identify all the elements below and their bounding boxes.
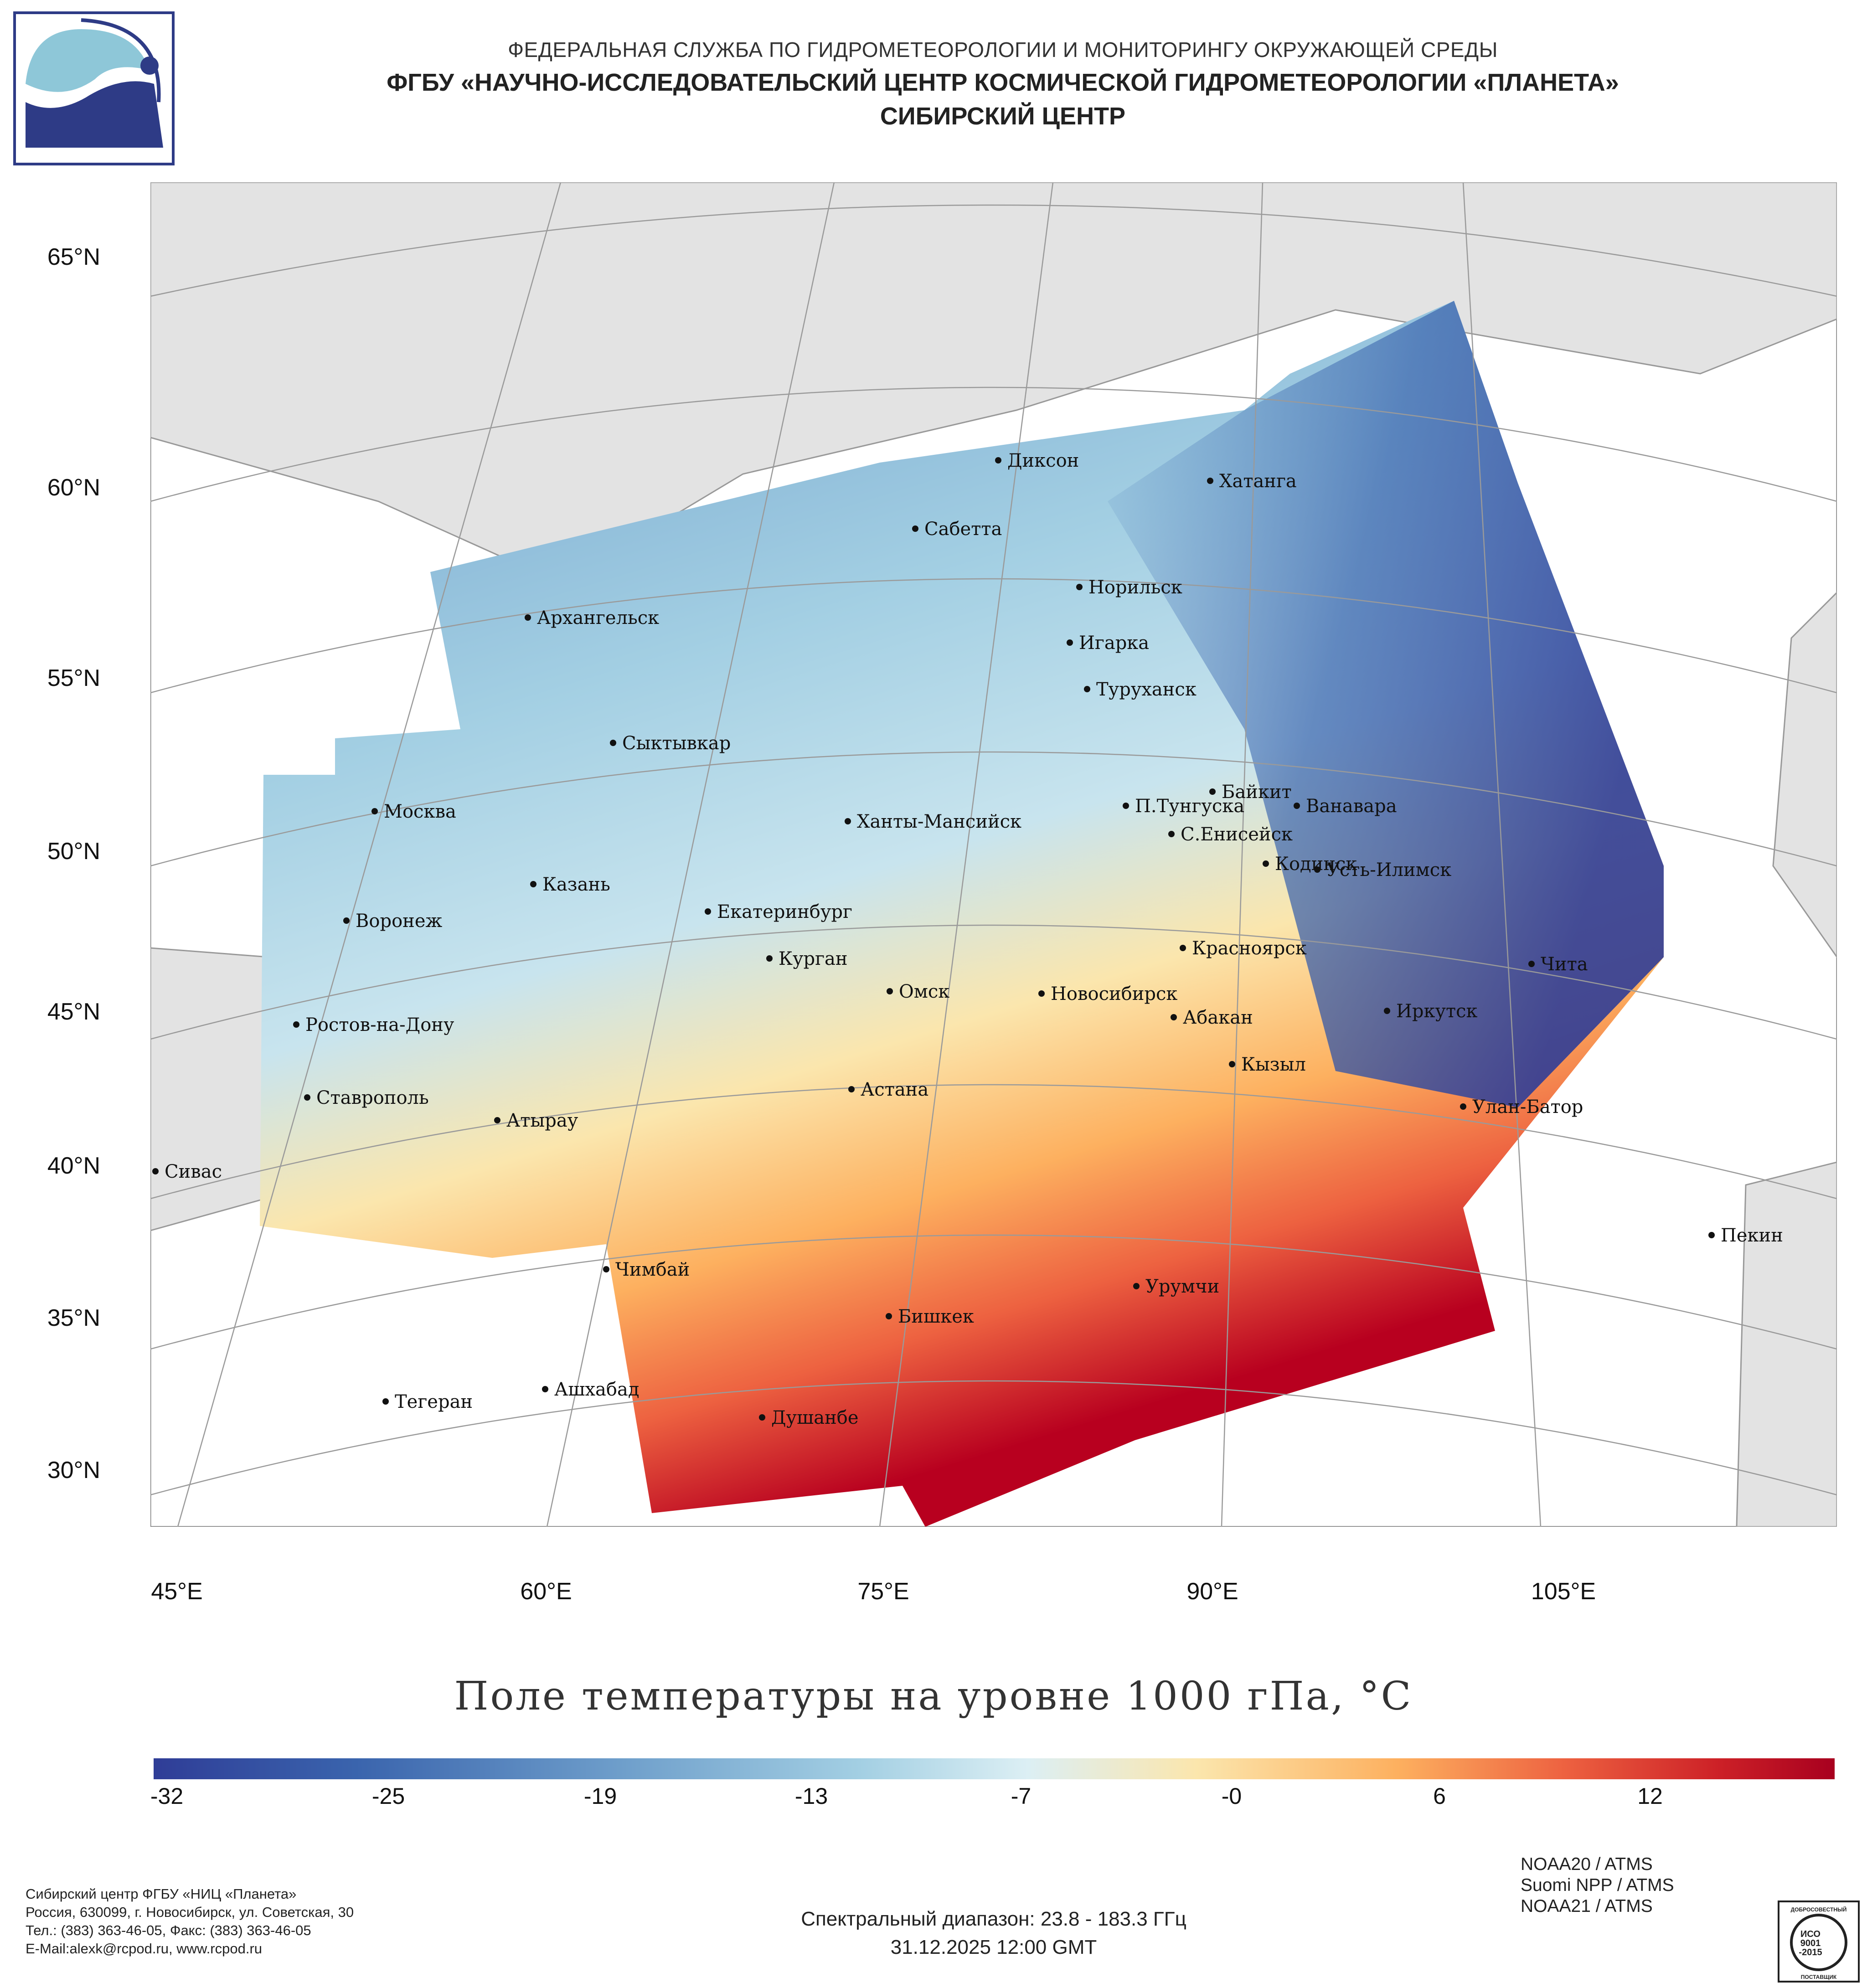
lon-label: 60°E [520,1578,572,1605]
contact-email: E-Mail:alexk@rcpod.ru, www.rcpod.ru [26,1941,263,1957]
city-label: Астана [861,1079,928,1100]
city-label: Кызыл [1241,1054,1306,1075]
china-coast [1736,1161,1837,1527]
spectral-range: Спектральный диапазон: 23.8 - 183.3 ГГц [801,1908,1186,1930]
city-markers [152,457,1715,1421]
city-label: Ашхабад [554,1379,639,1400]
satellite-item: NOAA21 / ATMS [1521,1896,1653,1916]
city-label: Москва [384,801,456,822]
lat-label: 30°N [47,1457,100,1483]
agency-line: ФЕДЕРАЛЬНАЯ СЛУЖБА ПО ГИДРОМЕТЕОРОЛОГИИ … [508,38,1498,62]
satellite-item: Suomi NPP / ATMS [1521,1875,1674,1895]
city-label: Чимбай [615,1259,690,1280]
city-label: Екатеринбург [717,901,852,922]
colorbar-tick: -19 [583,1783,617,1809]
colorbar-tick: 6 [1433,1783,1446,1809]
city-label: Омск [899,981,949,1002]
center-line: СИБИРСКИЙ ЦЕНТР [880,103,1126,130]
city-label: Пекин [1721,1225,1783,1246]
colorbar-tick: -0 [1221,1783,1242,1809]
city-label: Воронеж [356,911,442,932]
city-label: Атырау [506,1110,578,1131]
graticule [150,182,1837,1527]
temperature-map: Диксон Хатанга Сабетта Норильск Архангел… [150,182,1837,1527]
lon-label: 105°E [1531,1578,1596,1605]
city-label: Тегеран [395,1391,473,1412]
product-info: Спектральный диапазон: 23.8 - 183.3 ГГц … [665,1905,1322,1962]
city-label: Казань [542,874,610,895]
lat-label: 45°N [47,999,100,1025]
svg-text:ДОБРОСОВЕСТНЫЙ: ДОБРОСОВЕСТНЫЙ [1791,1906,1847,1913]
colorbar-tick: -13 [794,1783,828,1809]
lon-label: 45°E [151,1578,203,1605]
east-land [1772,591,1837,958]
lon-label: 75°E [857,1578,909,1605]
svg-text:ПОСТАВЩИК: ПОСТАВЩИК [1801,1974,1837,1980]
city-label: Ханты-Мансийск [857,811,1021,832]
contact-address: Россия, 630099, г. Новосибирск, ул. Сове… [26,1904,354,1920]
city-label: Иркутск [1396,1001,1478,1022]
city-label: Улан-Батор [1472,1097,1583,1118]
wave-shape [26,29,150,92]
institute-line: ФГБУ «НАУЧНО-ИССЛЕДОВАТЕЛЬСКИЙ ЦЕНТР КОС… [387,69,1619,96]
lat-label: 35°N [47,1305,100,1331]
city-label: Кодинск [1275,854,1357,875]
satellite-item: NOAA20 / ATMS [1521,1854,1653,1874]
city-label: Сабетта [924,519,1002,540]
city-label: Абакан [1183,1007,1253,1028]
city-label: С.Енисейск [1181,824,1293,845]
colorbar-tick: -25 [371,1783,405,1809]
iso-badge: ДОБРОСОВЕСТНЫЙ ИСО 9001 -2015 ПОСТАВЩИК [1778,1900,1860,1983]
planeta-logo [13,11,175,165]
city-label: Сыктывкар [622,733,731,754]
city-label: Красноярск [1192,938,1307,959]
city-label: П.Тунгуска [1135,796,1244,817]
city-label: Урумчи [1145,1276,1219,1297]
city-label: Бишкек [898,1306,974,1327]
city-label: Архангельск [537,608,659,628]
sea-shape [26,81,163,148]
city-label: Чита [1541,954,1588,975]
city-label: Душанбе [771,1407,859,1428]
lat-label: 65°N [47,244,100,270]
svg-text:-2015: -2015 [1799,1947,1822,1957]
satellite-dot [140,57,159,75]
lat-label: 50°N [47,838,100,865]
contact-org: Сибирский центр ФГБУ «НИЦ «Планета» [26,1886,297,1902]
colorbar-tick: 12 [1637,1783,1663,1809]
lon-label: 90°E [1186,1578,1238,1605]
city-label: Хатанга [1219,471,1297,492]
city-label: Ставрополь [316,1087,429,1108]
svg-text:ИСО: ИСО [1800,1929,1821,1939]
city-label: Новосибирск [1051,984,1177,1004]
city-label: Норильск [1088,577,1182,598]
city-label: Диксон [1007,450,1079,471]
colorbar [154,1758,1835,1779]
arctic-land [150,182,1837,584]
city-label: Игарка [1079,633,1149,654]
cold-core-region [1108,301,1664,1107]
lat-label: 55°N [47,665,100,691]
city-labels: Диксон Хатанга Сабетта Норильск Архангел… [165,450,1783,1428]
city-label: Ванавара [1306,796,1397,817]
lat-label: 40°N [47,1153,100,1179]
contact-block: Сибирский центр ФГБУ «НИЦ «Планета» Росс… [26,1885,354,1958]
satellite-list: NOAA20 / ATMS Suomi NPP / ATMS NOAA21 / … [1521,1854,1674,1917]
contact-phone: Тел.: (383) 363-46-05, Факс: (383) 363-4… [26,1922,311,1938]
map-title: Поле температуры на уровне 1000 гПа, °С [454,1674,1413,1719]
city-label: Байкит [1222,782,1292,803]
city-label: Усть-Илимск [1326,860,1451,881]
lat-label: 60°N [47,474,100,501]
observation-time: 31.12.2025 12:00 GMT [890,1936,1097,1958]
svg-text:9001: 9001 [1800,1938,1821,1948]
city-label: Туруханск [1096,679,1197,700]
city-label: Ростов-на-Дону [305,1015,454,1035]
colorbar-tick: -32 [150,1783,184,1809]
city-label: Сивас [165,1161,222,1182]
colorbar-tick: -7 [1011,1783,1031,1809]
city-label: Курган [779,948,848,969]
